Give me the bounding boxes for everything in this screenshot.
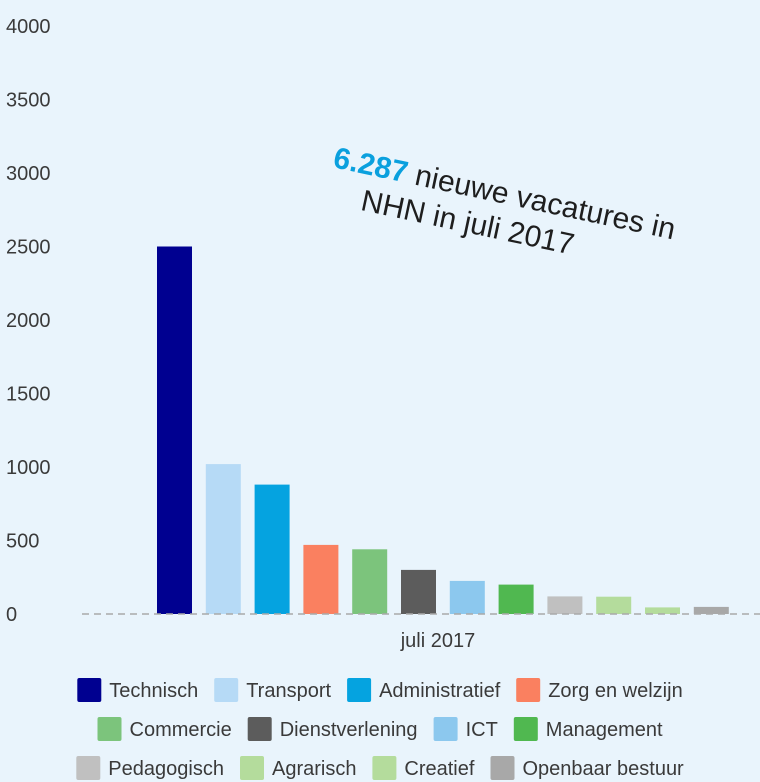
legend-swatch-dienstverlening [247,717,272,741]
legend-swatch-pedagogisch [76,756,101,780]
legend-label-agrarisch: Agrarisch [272,758,356,780]
bar-commercie [352,549,388,614]
y-tick-label: 3000 [6,163,51,185]
legend-swatch-creatief [372,756,397,780]
legend-label-creatief: Creatief [404,758,474,780]
legend-label-dienstverlening: Dienstverlening [280,719,418,741]
legend-swatch-zorg-en-welzijn [516,678,541,702]
legend-label-administratief: Administratief [379,680,501,702]
legend-swatch-technisch [77,678,102,702]
legend-label-technisch: Technisch [109,680,198,702]
bar-dienstverlening [401,569,436,614]
legend-label-ict: ICT [466,719,498,741]
bar-agrarisch [596,596,632,614]
x-category-label: juli 2017 [400,630,476,652]
y-tick-label: 2000 [6,310,51,332]
y-tick-label: 1500 [6,384,51,406]
legend: Technisch Transport Administratief Zorg en … [76,678,684,780]
y-axis: 0 500 1000 1500 2000 2500 3000 3500 4000 [6,16,51,626]
legend-label-zorg-en-welzijn: Zorg en welzijn [548,680,683,702]
legend-label-transport: Transport [246,680,331,702]
legend-label-management: Management [546,719,663,741]
y-tick-label: 500 [6,531,39,553]
y-tick-label: 0 [6,604,17,626]
legend-swatch-ict [433,717,458,741]
bar-transport [205,464,241,614]
legend-label-pedagogisch: Pedagogisch [108,758,224,780]
bar-openbaar-bestuur [693,606,729,614]
legend-swatch-agrarisch [240,756,264,780]
total-vacancies-annotation: 6.287 nieuwe vacatures in NHN in juli 20… [331,142,679,262]
y-tick-label: 1000 [6,457,51,479]
legend-swatch-commercie [97,717,122,741]
y-tick-label: 3500 [6,90,51,112]
bar-creatief [645,607,680,614]
bar-ict [449,580,485,614]
bar-management [498,584,534,614]
bar-administratief [254,484,290,614]
legend-label-commercie: Commercie [130,719,232,741]
legend-label-openbaar-bestuur: Openbaar bestuur [523,758,685,780]
legend-swatch-management [513,717,538,741]
legend-swatch-transport [214,678,239,702]
bar-zorg-en-welzijn [303,544,339,614]
y-tick-label: 2500 [6,237,51,259]
legend-swatch-openbaar-bestuur [490,756,515,780]
legend-swatch-administratief [347,678,372,702]
bar-pedagogisch [547,596,583,614]
bar-group [157,246,729,614]
y-tick-label: 4000 [6,16,51,38]
bar-technisch [157,246,192,614]
annotation-number: 6.287 [331,142,411,190]
